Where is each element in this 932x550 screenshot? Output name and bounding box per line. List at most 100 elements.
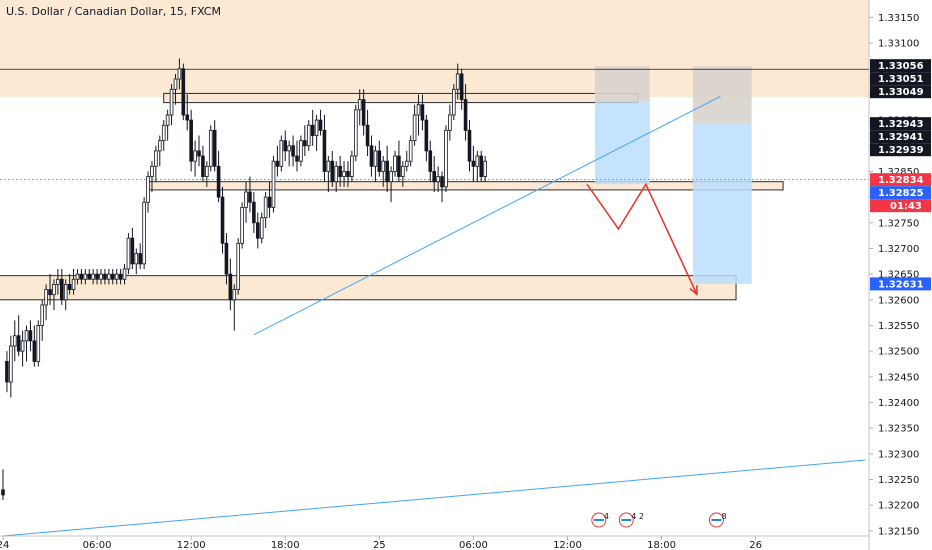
candle-body[interactable] (107, 273, 111, 280)
candle-body[interactable] (483, 160, 487, 177)
candle-body[interactable] (440, 176, 444, 188)
candle-body[interactable] (44, 289, 48, 306)
candle-body[interactable] (122, 268, 127, 280)
candle-body[interactable] (165, 114, 170, 126)
candle-body[interactable] (479, 155, 484, 177)
candle-body[interactable] (365, 124, 370, 147)
candle-body[interactable] (389, 171, 393, 183)
candle-body[interactable] (267, 196, 272, 208)
candle-body[interactable] (381, 160, 386, 172)
candle-body[interactable] (295, 155, 299, 162)
candle-body[interactable] (393, 155, 397, 172)
candle-body[interactable] (467, 129, 472, 162)
candle-body[interactable] (459, 73, 464, 100)
candle-body[interactable] (401, 165, 405, 177)
candle-body[interactable] (369, 145, 374, 167)
candle-body[interactable] (283, 140, 288, 152)
candle-body[interactable] (444, 129, 448, 188)
candle-body[interactable] (338, 165, 342, 177)
candle-body[interactable] (154, 150, 158, 167)
candle-body[interactable] (314, 119, 319, 136)
candle-body[interactable] (228, 273, 233, 301)
candle-body[interactable] (212, 129, 217, 167)
candle-body[interactable] (326, 160, 331, 172)
candle-body[interactable] (330, 160, 335, 183)
candle-body[interactable] (197, 150, 201, 157)
candle-body[interactable] (12, 335, 17, 347)
candle-body[interactable] (20, 340, 25, 352)
candle-body[interactable] (126, 237, 131, 270)
candle-body[interactable] (146, 176, 150, 203)
candle-body[interactable] (404, 160, 409, 167)
candle-body[interactable] (40, 304, 44, 326)
candle-body[interactable] (232, 289, 237, 301)
candle-body[interactable] (322, 129, 327, 172)
candle-body[interactable] (142, 201, 146, 265)
candle-body[interactable] (130, 237, 135, 265)
candle-body[interactable] (350, 155, 354, 177)
candle-body[interactable] (150, 165, 154, 177)
candle-body[interactable] (252, 201, 256, 224)
candle-body[interactable] (408, 140, 413, 162)
event-layer[interactable]: 4 4 2 8 (591, 512, 727, 528)
candle-body[interactable] (424, 119, 429, 152)
candle-body[interactable] (169, 88, 174, 116)
candle-body[interactable] (91, 273, 95, 280)
candle-body[interactable] (306, 124, 311, 147)
candle-body[interactable] (240, 206, 244, 244)
candle-body[interactable] (134, 253, 139, 265)
candle-body[interactable] (95, 273, 99, 280)
candle-body[interactable] (436, 176, 440, 183)
candle-body[interactable] (189, 119, 193, 162)
candle-body[interactable] (177, 68, 182, 80)
candle-body[interactable] (244, 191, 248, 208)
candle-body[interactable] (353, 109, 358, 157)
candle-body[interactable] (103, 273, 107, 280)
candle-body[interactable] (56, 278, 60, 285)
candle-body[interactable] (16, 335, 21, 352)
candle-body[interactable] (83, 273, 88, 280)
candle-body[interactable] (87, 273, 92, 280)
candle-body[interactable] (193, 150, 197, 162)
candle-body[interactable] (334, 165, 338, 183)
candle-layer[interactable] (1, 58, 487, 501)
candle-body[interactable] (28, 330, 33, 342)
candle-body[interactable] (173, 78, 178, 90)
candle-body[interactable] (236, 242, 241, 290)
candle-body[interactable] (52, 284, 56, 296)
candle-body[interactable] (185, 114, 190, 121)
candle-body[interactable] (110, 273, 115, 280)
candle-body[interactable] (259, 217, 264, 239)
candle-body[interactable] (71, 278, 76, 290)
candle-body[interactable] (271, 160, 276, 208)
candle-body[interactable] (275, 160, 280, 167)
candle-body[interactable] (397, 155, 401, 177)
candle-body[interactable] (263, 196, 268, 219)
candle-body[interactable] (361, 99, 366, 126)
candle-body[interactable] (432, 171, 436, 183)
candle-body[interactable] (79, 273, 84, 280)
candle-body[interactable] (412, 114, 417, 142)
candle-body[interactable] (205, 165, 209, 177)
candle-body[interactable] (181, 68, 186, 116)
candle-body[interactable] (416, 104, 421, 116)
candle-body[interactable] (67, 284, 72, 290)
candle-body[interactable] (373, 150, 378, 167)
candle-body[interactable] (118, 273, 123, 280)
candle-body[interactable] (310, 124, 315, 136)
candle-body[interactable] (287, 145, 291, 152)
candle-body[interactable] (455, 73, 460, 90)
candle-body[interactable] (99, 273, 103, 280)
candle-body[interactable] (385, 160, 389, 183)
candle-body[interactable] (138, 253, 143, 265)
candle-body[interactable] (346, 171, 350, 177)
candle-body[interactable] (224, 242, 229, 275)
candle-body[interactable] (377, 150, 382, 172)
candle-body[interactable] (318, 119, 323, 131)
candle-body[interactable] (208, 129, 213, 167)
candle-body[interactable] (220, 196, 225, 244)
candle-body[interactable] (357, 99, 362, 111)
candle-body[interactable] (5, 361, 9, 383)
candle-body[interactable] (463, 99, 468, 131)
